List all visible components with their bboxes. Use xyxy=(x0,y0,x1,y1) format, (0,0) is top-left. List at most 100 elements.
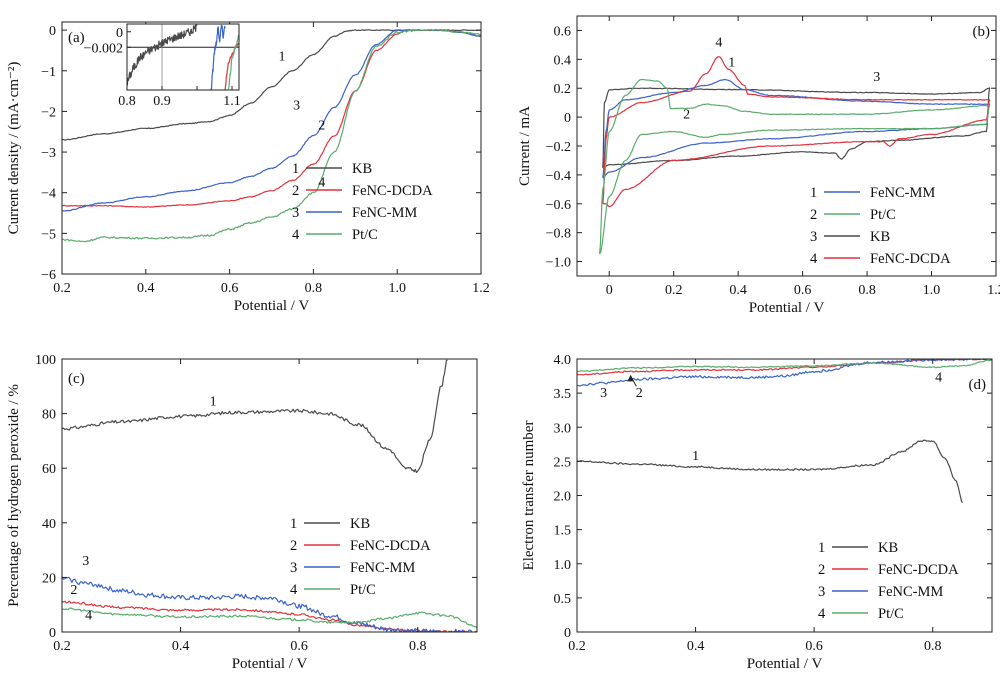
x-axis-label: Potential / V xyxy=(749,300,825,316)
legend-entry: Pt/C xyxy=(878,606,904,622)
y-tick-label: 80 xyxy=(42,408,56,423)
y-tick-label: 0.4 xyxy=(554,53,572,68)
panel-c: 0.2 0.4 0.6 0.8 0 20 40 60 80 100 Potential / V Per… xyxy=(6,353,478,672)
y-tick-label: 4.0 xyxy=(554,353,572,368)
y-tick-label: 0 xyxy=(564,111,571,126)
y-tick-label: 40 xyxy=(42,517,56,532)
legend-number: 1 xyxy=(290,516,297,532)
legend-number: 2 xyxy=(818,562,825,578)
inset-series-line xyxy=(210,24,226,90)
legend-number: 4 xyxy=(810,251,818,267)
curve-label: 3 xyxy=(82,554,89,569)
legend-entry: FeNC-MM xyxy=(870,185,935,201)
y-tick-label: 2.0 xyxy=(554,490,572,505)
legend-number: 4 xyxy=(818,606,826,622)
y-tick-label: 0.6 xyxy=(554,24,572,39)
x-tick-label: 0.2 xyxy=(53,281,71,296)
legend-number: 2 xyxy=(810,207,817,223)
series-line-4 xyxy=(602,56,991,208)
y-tick-label: −0.2 xyxy=(546,140,571,155)
y-tick-label: 0.5 xyxy=(554,592,572,607)
x-tick-label: 1.0 xyxy=(923,283,941,298)
legend-entry: FeNC-DCDA xyxy=(352,183,433,199)
y-tick-label: 1.0 xyxy=(554,558,572,573)
panel-a: 0.2 0.4 0.6 0.8 1.0 1.2 −6 −5 −4 −3 −2 −1 0 Potential… xyxy=(6,21,490,314)
x-tick-label: 1.0 xyxy=(388,281,406,296)
plot-frame xyxy=(61,358,478,633)
x-tick-label: 0.6 xyxy=(805,639,823,654)
x-tick-label: 0.8 xyxy=(409,639,427,654)
curve-label: 2 xyxy=(636,386,643,401)
series-line-1 xyxy=(62,359,448,474)
legend-entry: KB xyxy=(352,161,372,177)
legend-entry: FeNC-DCDA xyxy=(350,538,431,554)
legend-entry: FeNC-DCDA xyxy=(870,251,951,267)
y-tick-label: −0.8 xyxy=(546,227,571,242)
inset-y-tick-label: 0 xyxy=(116,26,123,41)
panel-label: (a) xyxy=(68,30,85,46)
y-axis-label: Current density / (mA·cm⁻²) xyxy=(6,62,22,235)
legend: 1 KB 2 FeNC-DCDA 3 FeNC-MM 4 Pt/C xyxy=(292,161,433,243)
legend-number: 4 xyxy=(290,582,298,598)
x-tick-label: 0.4 xyxy=(172,639,190,654)
series-line-2 xyxy=(577,359,992,376)
series-line-3 xyxy=(577,359,992,387)
y-tick-label: −4 xyxy=(41,187,56,202)
y-tick-label: 100 xyxy=(35,353,56,368)
y-tick-label: 0 xyxy=(49,24,56,39)
y-tick-label: −0.6 xyxy=(546,198,571,213)
y-tick-label: 0.2 xyxy=(554,82,572,97)
legend-entry: FeNC-DCDA xyxy=(878,562,959,578)
panel-label: (d) xyxy=(969,377,987,393)
y-tick-label: 60 xyxy=(42,462,56,477)
y-tick-label: −0.4 xyxy=(546,169,571,184)
y-axis-label: Percentage of hydrogen peroxide / % xyxy=(6,384,22,607)
legend-entry: Pt/C xyxy=(350,582,376,598)
curve-label: 1 xyxy=(278,50,285,65)
y-tick-label: 20 xyxy=(42,571,56,586)
x-tick-label: 0.6 xyxy=(221,281,239,296)
curve-label: 2 xyxy=(318,119,325,134)
legend-number: 3 xyxy=(290,560,297,576)
legend-entry: Pt/C xyxy=(870,207,896,223)
legend: 1 KB 2 FeNC-DCDA 3 FeNC-MM 4 Pt/C xyxy=(290,516,431,598)
series-line-2 xyxy=(62,29,481,208)
inset-y-tick-label: −0.002 xyxy=(84,41,123,56)
x-tick-label: 0.6 xyxy=(794,283,812,298)
legend-number: 3 xyxy=(818,584,825,600)
curve-label: 1 xyxy=(728,56,735,71)
legend-entry: FeNC-MM xyxy=(352,205,417,221)
curve-label: 1 xyxy=(210,394,217,409)
curve-label: 4 xyxy=(715,35,722,50)
curve-label: 3 xyxy=(873,70,880,85)
arrow-line xyxy=(629,375,637,387)
series-line-2 xyxy=(599,78,991,255)
series-line-4 xyxy=(62,607,477,629)
legend-number: 3 xyxy=(292,205,299,221)
y-tick-label: 1.5 xyxy=(554,524,572,539)
x-tick-label: 0.2 xyxy=(665,283,683,298)
curve-label: 2 xyxy=(70,583,77,598)
curve-label: 2 xyxy=(683,108,690,123)
panel-label: (c) xyxy=(68,371,85,387)
y-tick-label: −5 xyxy=(41,227,56,242)
series-line-4 xyxy=(577,359,992,373)
legend-number: 4 xyxy=(292,227,300,243)
x-tick-label: 0.6 xyxy=(290,639,308,654)
x-tick-label: 0.8 xyxy=(924,639,942,654)
series-line-1 xyxy=(602,78,991,179)
series-line-1 xyxy=(577,439,963,504)
legend-entry: KB xyxy=(870,229,890,245)
inset-frame xyxy=(126,23,240,91)
y-tick-label: 3.0 xyxy=(554,421,572,436)
y-tick-label: −2 xyxy=(41,105,56,120)
series-line-3 xyxy=(62,576,473,632)
y-tick-label: −1 xyxy=(41,65,56,80)
y-tick-label: 3.5 xyxy=(554,387,572,402)
series-line-4 xyxy=(62,28,481,243)
y-tick-label: −3 xyxy=(41,146,56,161)
x-tick-label: 1.2 xyxy=(472,281,490,296)
inset-x-tick-label: 0.8 xyxy=(118,94,136,109)
curve-label: 1 xyxy=(692,449,699,464)
x-tick-label: 0.4 xyxy=(729,283,747,298)
